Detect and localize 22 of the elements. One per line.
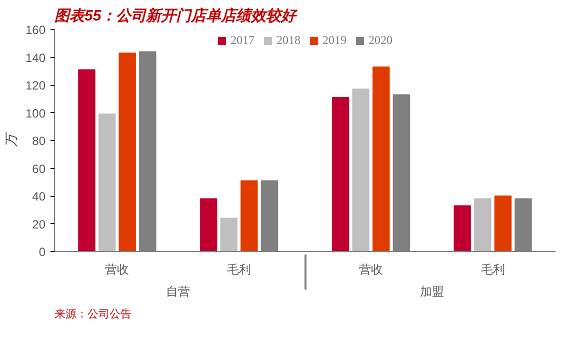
y-tick-label: 140 <box>25 50 46 65</box>
y-tick-label: 80 <box>32 134 46 148</box>
y-tick-label: 160 <box>25 23 46 37</box>
y-tick-label: 120 <box>25 78 46 92</box>
x-tick-label: 毛利 <box>227 262 252 276</box>
y-tick-label: 60 <box>32 162 46 176</box>
legend-label: 2017 <box>230 33 254 48</box>
legend-label: 2020 <box>368 33 392 48</box>
chart-title: 图表55：公司新开门店单店绩效较好 <box>54 6 298 24</box>
source-note: 来源：公司公告 <box>54 308 132 320</box>
legend-label: 2018 <box>276 33 300 48</box>
x-tick-label: 毛利 <box>480 262 505 276</box>
x-tick-label: 营收 <box>358 262 383 276</box>
y-axis-title: 万 <box>3 132 18 147</box>
y-tick-label: 20 <box>32 217 46 232</box>
y-tick-label: 0 <box>38 245 46 259</box>
text: 自营 <box>166 284 190 298</box>
y-tick-label: 100 <box>25 106 46 120</box>
legend-label: 2019 <box>322 33 346 48</box>
y-tick-label: 40 <box>32 190 46 204</box>
x-tick-label: 营收 <box>105 262 130 276</box>
text: 加盟 <box>420 284 444 298</box>
